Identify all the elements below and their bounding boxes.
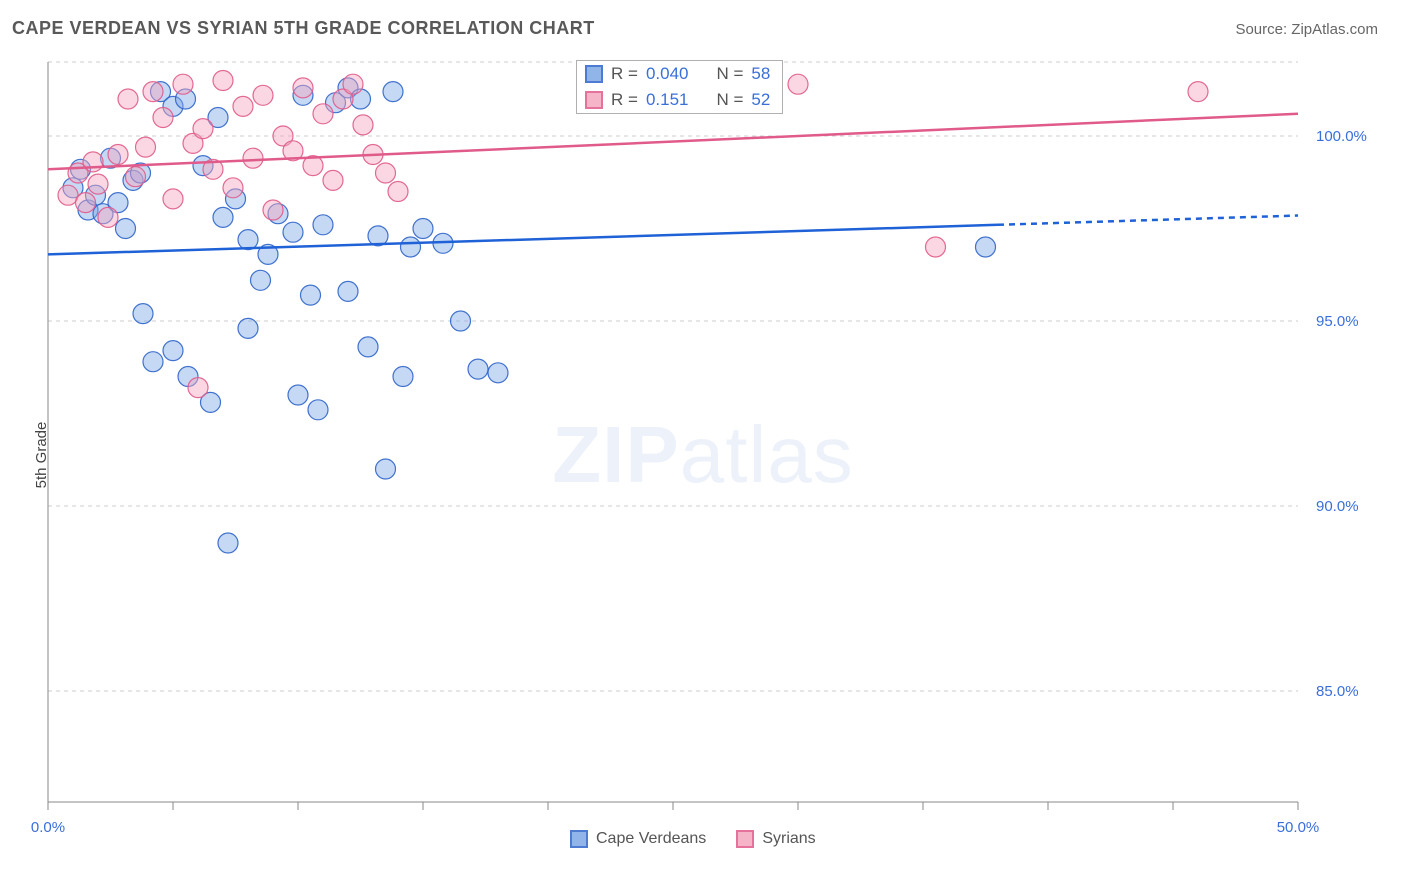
- legend-n-label: N =: [716, 64, 743, 84]
- legend-row: R = 0.040 N = 58: [577, 61, 782, 87]
- svg-text:90.0%: 90.0%: [1316, 498, 1359, 515]
- legend-r-value: 0.151: [646, 90, 689, 110]
- legend-series-name: Cape Verdeans: [596, 830, 706, 848]
- chart-container: 5th Grade ZIPatlas 85.0%90.0%95.0%100.0%…: [0, 50, 1406, 860]
- scatter-plot: 85.0% 90.0% 95.0% 100.0% 0.0% 50.0%: [0, 50, 1406, 860]
- svg-text:0.0%: 0.0%: [31, 819, 65, 836]
- y-axis-label: 5th Grade: [33, 422, 50, 489]
- chart-title: CAPE VERDEAN VS SYRIAN 5TH GRADE CORRELA…: [12, 18, 595, 39]
- svg-text:95.0%: 95.0%: [1316, 313, 1359, 330]
- svg-text:85.0%: 85.0%: [1316, 683, 1359, 700]
- legend-r-label: R =: [611, 90, 638, 110]
- svg-text:100.0%: 100.0%: [1316, 128, 1367, 145]
- legend-item: Cape Verdeans: [570, 830, 706, 848]
- legend-swatch: [736, 830, 754, 848]
- correlation-legend: R = 0.040 N = 58 R = 0.151 N = 52: [576, 60, 783, 114]
- legend-r-label: R =: [611, 64, 638, 84]
- legend-item: Syrians: [736, 830, 815, 848]
- legend-n-value: 58: [751, 64, 770, 84]
- source-label: Source: ZipAtlas.com: [1235, 21, 1378, 38]
- legend-swatch: [570, 830, 588, 848]
- series-legend: Cape Verdeans Syrians: [570, 830, 816, 848]
- legend-swatch: [585, 91, 603, 109]
- legend-swatch: [585, 65, 603, 83]
- legend-n-value: 52: [751, 90, 770, 110]
- svg-text:50.0%: 50.0%: [1277, 819, 1320, 836]
- legend-series-name: Syrians: [762, 830, 815, 848]
- legend-r-value: 0.040: [646, 64, 689, 84]
- legend-row: R = 0.151 N = 52: [577, 87, 782, 113]
- legend-n-label: N =: [716, 90, 743, 110]
